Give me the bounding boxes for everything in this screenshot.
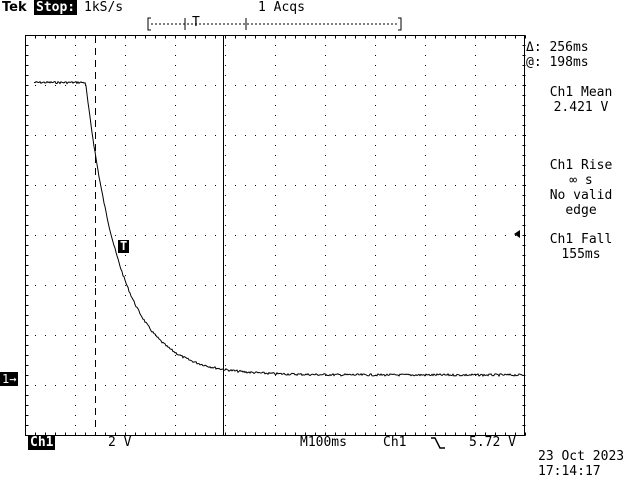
ch1-ground-marker[interactable]: 1→ [0,372,19,386]
measurement-note: edge [565,203,597,218]
brand-logo: Tek [2,0,27,15]
measurement-ch1-mean: Ch1 Mean 2.421 V [522,85,640,115]
date-readout: 23 Oct 2023 [538,449,625,464]
measurement-note: No valid [549,188,613,203]
trigger-point-marker: T [118,239,130,253]
measurement-label: Ch1 Rise [549,158,613,173]
measurement-value: 2.421 V [553,100,609,115]
time-readout: 17:14:17 [538,464,601,479]
trigger-source-readout: Ch1 [383,435,407,450]
measurement-ch1-rise: Ch1 Rise ∞ s No valid edge [522,158,640,218]
trigger-level-readout: 5.72 V [469,435,516,450]
timebase-readout: M100ms [300,435,347,450]
record-view-bar [147,17,402,31]
channel-label[interactable]: Ch1 [28,435,56,450]
sample-rate-readout: 1kS/s [84,0,124,15]
record-trigger-marker: T [192,15,200,30]
falling-edge-icon [431,437,445,449]
graticule-grid [25,35,526,436]
acquisition-count: 1 Acqs [258,0,305,15]
measurement-ch1-fall: Ch1 Fall 155ms [522,232,640,262]
cursor-delta-readout: Δ: 256ms [526,40,589,55]
cursor-at-readout: @: 198ms [526,55,589,70]
volts-per-div-readout: 2 V [108,435,132,450]
run-state-badge: Stop: [34,0,78,15]
measurement-label: Ch1 Fall [549,232,613,247]
measurement-label: Ch1 Mean [549,85,613,100]
measurement-value: ∞ s [569,173,593,188]
measurement-value: 155ms [561,247,601,262]
trigger-level-arrow-icon[interactable] [514,230,520,238]
ch1-waveform [33,80,525,378]
